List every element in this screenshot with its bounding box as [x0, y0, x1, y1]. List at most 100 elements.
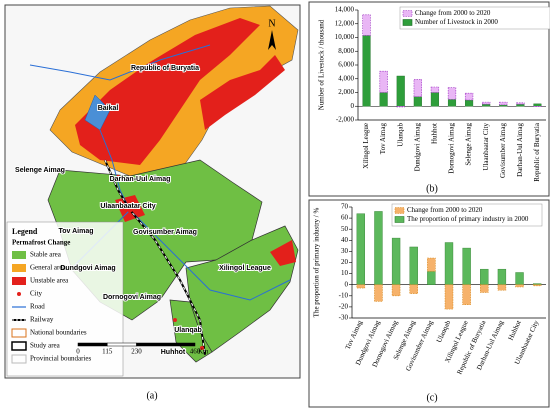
inner-mongolia-region — [185, 225, 299, 353]
y-tick-label: 6,000 — [338, 61, 354, 69]
bar — [464, 92, 474, 101]
legend-label: Stable area — [30, 251, 62, 259]
bar — [396, 105, 405, 108]
scale-segment — [77, 342, 108, 347]
map-label: Huhhot — [161, 349, 186, 356]
y-tick-label: 10 — [341, 269, 349, 277]
legend-label: Unstable area — [30, 277, 69, 285]
bar — [533, 103, 542, 107]
city — [250, 266, 254, 270]
legend-swatch — [394, 207, 405, 214]
panel-label: (b) — [426, 183, 438, 194]
x-tick-label: Dornogovi Aimag — [448, 123, 456, 174]
legend-swatch — [402, 19, 413, 26]
bar — [515, 272, 524, 285]
y-axis-label: Number of Livestock / thousand — [318, 19, 326, 110]
map-label: Tov Aimag — [58, 228, 93, 235]
x-tick-label: Huhhot — [431, 123, 439, 144]
unstable-patch — [200, 55, 285, 130]
legend-label: The proportion of primary industry in 20… — [407, 215, 529, 223]
y-tick-label: 60 — [341, 214, 349, 222]
y-tick-label: 4,000 — [338, 74, 354, 82]
bar — [532, 284, 542, 287]
y-tick-label: 30 — [341, 247, 349, 255]
legend-subtitle: Permafrost Change — [12, 239, 70, 247]
x-tick-label: Dundgovi Aimag — [413, 123, 421, 172]
legend-label: Railway — [30, 316, 54, 324]
bar — [409, 246, 418, 285]
y-tick-label: 0 — [345, 280, 349, 288]
bar — [482, 101, 491, 105]
bar — [515, 284, 524, 288]
legend-swatch — [11, 341, 27, 351]
y-tick-label: 50 — [341, 225, 349, 233]
map-label: Xilingol League — [219, 265, 271, 272]
y-tick-label: 8,000 — [338, 47, 354, 55]
chart-frame — [308, 1, 550, 197]
bar — [462, 284, 471, 305]
y-tick-label: 40 — [341, 236, 349, 244]
bar — [480, 268, 489, 285]
map-label: Govisumber Aimag — [133, 229, 197, 236]
legend-label: Change from 2000 to 2020 — [407, 206, 483, 214]
bar — [396, 75, 405, 107]
legend-label: National boundaries — [30, 329, 87, 337]
railway — [104, 159, 206, 356]
legend-label: City — [30, 290, 43, 298]
y-tick-label: 14,000 — [335, 6, 355, 14]
scale-label: 460 — [190, 348, 201, 356]
panel-label: (a) — [146, 390, 157, 401]
bar — [447, 99, 457, 107]
bar — [430, 92, 439, 107]
bar — [409, 284, 418, 294]
legend-swatch — [11, 328, 27, 338]
road — [99, 129, 291, 301]
bar — [356, 284, 366, 289]
legend-swatch — [11, 354, 27, 364]
legend-title: Legend — [12, 227, 38, 236]
y-tick-label: -2,000 — [336, 116, 355, 124]
y-tick-label: -20 — [339, 303, 349, 311]
bar — [447, 87, 457, 100]
bar — [427, 257, 436, 272]
chart-frame — [308, 199, 550, 408]
bar — [379, 92, 388, 107]
legend-label: General area — [30, 264, 66, 272]
x-tick-label: Tov Aimag — [379, 123, 387, 155]
bar — [482, 103, 491, 107]
legend-label: Provincial boundaries — [30, 355, 92, 363]
bar — [497, 284, 507, 291]
bar — [516, 102, 525, 105]
legend-swatch — [12, 251, 26, 259]
bar — [465, 99, 474, 107]
bar — [391, 284, 401, 297]
map-label: Republic of Buryatia — [131, 65, 199, 72]
legend-box — [391, 203, 543, 227]
legend-swatch — [12, 264, 26, 272]
y-tick-label: 12,000 — [335, 19, 355, 27]
map-label: Ulanqab — [174, 327, 202, 334]
map-label: Selenge Aimag — [15, 167, 65, 174]
y-tick-label: 2,000 — [338, 88, 354, 96]
x-tick-label: Republic of Buryatia — [533, 122, 541, 182]
north-label: N — [268, 18, 275, 29]
bar — [413, 79, 422, 97]
x-tick-label: Ulaanbaatar City — [482, 123, 490, 171]
legend-swatch — [394, 216, 405, 223]
legend-swatch — [17, 292, 21, 296]
legend-label: Change from 2000 to 2020 — [415, 9, 491, 17]
city — [200, 346, 204, 350]
bar — [462, 247, 471, 285]
map-label: Ulaanbaatar City — [100, 203, 155, 210]
bar — [516, 103, 525, 107]
y-tick-label: 10,000 — [335, 33, 355, 41]
legend-box — [6, 221, 124, 377]
scale-segment — [136, 342, 196, 347]
scale-label: 0 — [76, 348, 80, 356]
bar — [427, 271, 436, 285]
bar — [391, 237, 401, 285]
y-tick-label: 70 — [341, 203, 349, 211]
city — [116, 175, 120, 179]
unstable-patch — [75, 18, 260, 165]
